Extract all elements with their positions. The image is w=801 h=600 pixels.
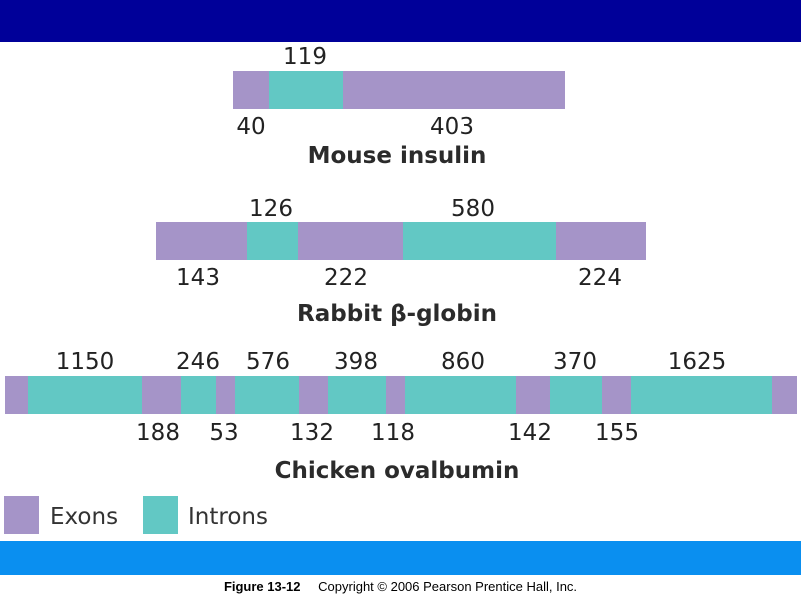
exon-segment: [772, 376, 797, 414]
intron-segment: [550, 376, 602, 414]
figure-caption: Figure 13-12 Copyright © 2006 Pearson Pr…: [0, 579, 801, 594]
legend: Exons Introns: [4, 496, 268, 534]
gene-rabbit-beta-globin: 126 580 143 222 224 Rabbit β-globin: [156, 196, 646, 327]
intron-length-label: 370: [553, 349, 597, 375]
intron-segment: [247, 222, 298, 260]
exon-length-label: 188: [136, 420, 180, 446]
legend-exon-swatch: [4, 496, 39, 534]
gene-bar: [233, 71, 565, 109]
intron-segment: [328, 376, 386, 414]
exon-segment: [516, 376, 550, 414]
intron-segment: [631, 376, 772, 414]
intron-length-label: 119: [283, 44, 327, 70]
gene-structure-diagram: 119 40 403 Mouse insulin 126 580 143 222…: [4, 44, 797, 534]
intron-length-label: 1625: [668, 349, 727, 375]
intron-segment: [181, 376, 216, 414]
copyright-notice: Copyright © 2006 Pearson Prentice Hall, …: [318, 579, 578, 594]
exon-segment: [298, 222, 403, 260]
intron-segment: [403, 222, 556, 260]
exon-segment: [156, 222, 247, 260]
intron-segment: [28, 376, 142, 414]
gene-title: Rabbit β-globin: [297, 301, 497, 327]
gene-mouse-insulin: 119 40 403 Mouse insulin: [233, 44, 565, 169]
exon-length-label: 53: [209, 420, 238, 446]
gene-chicken-ovalbumin: 1150 246 576 398 860 370 1625 188 53 132…: [5, 349, 797, 484]
exon-length-label: 224: [578, 265, 622, 291]
intron-length-label: 576: [246, 349, 290, 375]
exon-length-label: 403: [430, 114, 474, 140]
exon-length-label: 142: [508, 420, 552, 446]
intron-segment: [405, 376, 516, 414]
exon-segment: [556, 222, 646, 260]
intron-length-label: 126: [249, 196, 293, 222]
exon-segment: [386, 376, 405, 414]
exon-segment: [5, 376, 28, 414]
gene-bar: [156, 222, 646, 260]
exon-length-label: 132: [290, 420, 334, 446]
exon-length-label: 118: [371, 420, 415, 446]
exon-segment: [142, 376, 181, 414]
intron-length-label: 246: [176, 349, 220, 375]
legend-intron-label: Introns: [188, 504, 268, 530]
exon-segment: [299, 376, 328, 414]
exon-segment: [216, 376, 235, 414]
bottom-band: [0, 541, 801, 575]
legend-intron-swatch: [143, 496, 178, 534]
intron-length-label: 398: [334, 349, 378, 375]
figure-number: Figure 13-12: [223, 579, 301, 594]
legend-exon-label: Exons: [50, 504, 118, 530]
intron-length-label: 580: [451, 196, 495, 222]
intron-length-label: 1150: [56, 349, 115, 375]
top-band: [0, 0, 801, 42]
intron-length-label: 860: [441, 349, 485, 375]
exon-segment: [233, 71, 269, 109]
exon-length-label: 222: [324, 265, 368, 291]
exon-length-label: 143: [176, 265, 220, 291]
exon-segment: [602, 376, 631, 414]
exon-length-label: 155: [595, 420, 639, 446]
gene-title: Chicken ovalbumin: [275, 458, 520, 484]
intron-segment: [269, 71, 343, 109]
exon-segment: [343, 71, 565, 109]
gene-bar: [5, 376, 797, 414]
intron-segment: [235, 376, 299, 414]
exon-length-label: 40: [236, 114, 265, 140]
gene-title: Mouse insulin: [308, 143, 487, 169]
